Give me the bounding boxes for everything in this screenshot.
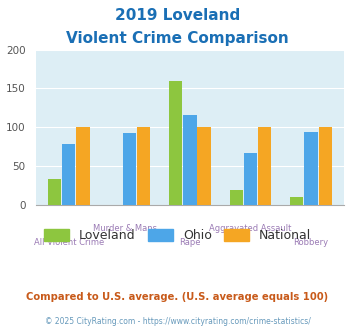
- Text: Murder & Mans...: Murder & Mans...: [93, 224, 165, 233]
- Bar: [48, 179, 61, 205]
- Bar: [62, 144, 76, 205]
- Legend: Loveland, Ohio, National: Loveland, Ohio, National: [39, 224, 316, 247]
- Text: Rape: Rape: [179, 238, 201, 247]
- Bar: [290, 197, 304, 205]
- Text: Compared to U.S. average. (U.S. average equals 100): Compared to U.S. average. (U.S. average …: [26, 292, 329, 302]
- Bar: [304, 132, 318, 205]
- Bar: [183, 115, 197, 205]
- Bar: [76, 127, 90, 205]
- Bar: [169, 81, 182, 205]
- Bar: [123, 133, 136, 205]
- Text: Aggravated Assault: Aggravated Assault: [209, 224, 292, 233]
- Bar: [244, 153, 257, 205]
- Text: 2019 Loveland: 2019 Loveland: [115, 8, 240, 23]
- Text: All Violent Crime: All Violent Crime: [34, 238, 104, 247]
- Text: Violent Crime Comparison: Violent Crime Comparison: [66, 31, 289, 46]
- Text: Robbery: Robbery: [294, 238, 329, 247]
- Bar: [319, 127, 332, 205]
- Bar: [258, 127, 271, 205]
- Bar: [230, 190, 243, 205]
- Bar: [137, 127, 150, 205]
- Bar: [197, 127, 211, 205]
- Text: © 2025 CityRating.com - https://www.cityrating.com/crime-statistics/: © 2025 CityRating.com - https://www.city…: [45, 317, 310, 326]
